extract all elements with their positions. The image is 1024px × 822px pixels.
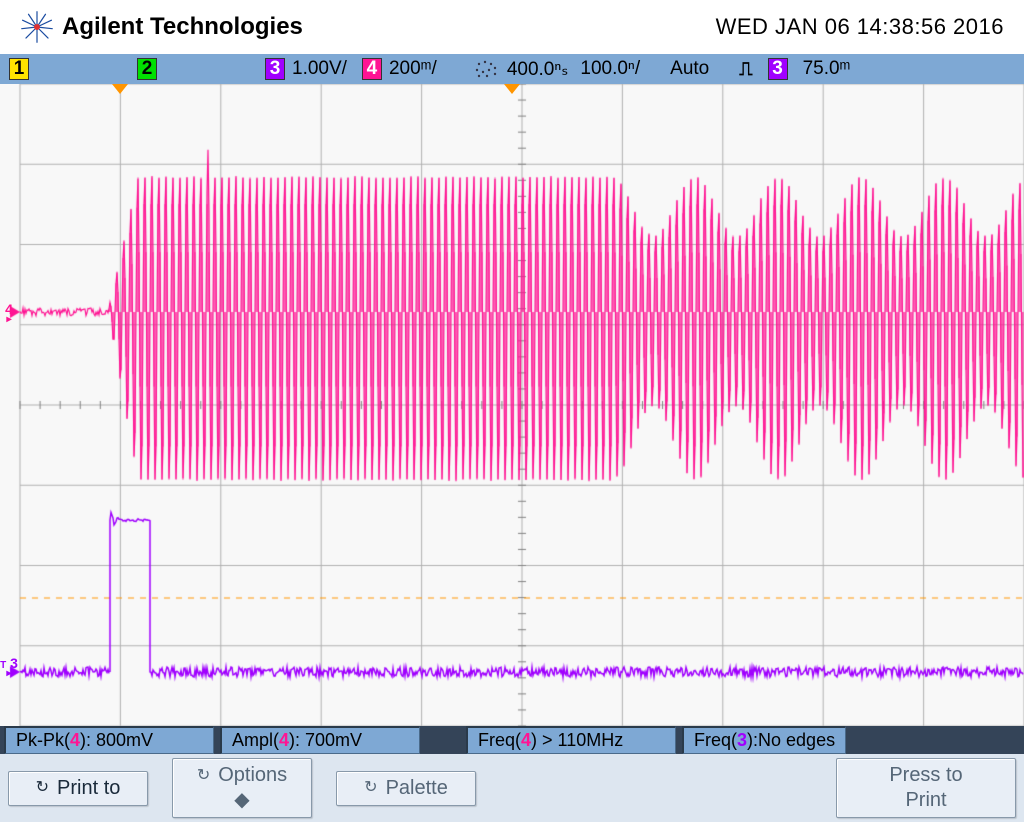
time-delay-segment[interactable]: 400.0ⁿₛ xyxy=(501,54,575,84)
cycle-icon: ↻ xyxy=(36,778,49,798)
ch1-badge: 1 xyxy=(9,58,29,80)
softkey-line1: Print to xyxy=(57,776,120,801)
softkey-line1: Palette xyxy=(386,776,448,801)
softkey-press-print[interactable]: Press toPrint xyxy=(836,758,1016,818)
waveform-display[interactable]: 4▸ T 3▸ xyxy=(0,84,1024,726)
softkey-palette[interactable]: ↻ Palette xyxy=(336,771,476,806)
trigger-mode-segment[interactable]: Auto xyxy=(664,54,715,84)
softkey-print-to[interactable]: ↻ Print to xyxy=(8,771,148,806)
brand-logo: Agilent Technologies xyxy=(20,10,303,44)
softkey-line2: Print xyxy=(905,788,946,813)
softkey-line2: ◆ xyxy=(234,788,249,813)
timebase-icon xyxy=(473,58,501,80)
cycle-icon: ↻ xyxy=(364,778,377,798)
time-delay: 400.0ⁿₛ xyxy=(507,58,569,81)
brand-name: Agilent Technologies xyxy=(62,13,303,41)
softkey-options[interactable]: ↻ Options◆ xyxy=(172,758,312,818)
ch3-ground-marker: T 3▸ xyxy=(0,655,18,677)
ch3-scale: 1.00V/ xyxy=(292,58,347,80)
measurement-cell[interactable]: Freq(4) > 110MHz xyxy=(466,726,676,754)
measurement-cell[interactable]: Freq(3):No edges xyxy=(682,726,846,754)
rising-edge-icon: ⎍ xyxy=(739,58,752,80)
ch4-ground-marker: 4▸ xyxy=(0,301,18,323)
time-div-segment[interactable]: 100.0ⁿ/ xyxy=(574,54,646,84)
ch3-segment[interactable]: 3 1.00V/ xyxy=(256,54,353,84)
timestamp: WED JAN 06 14:38:56 2016 xyxy=(716,14,1004,40)
trigger-source-segment[interactable]: 3 xyxy=(759,54,797,84)
ch4-badge: 4 xyxy=(362,58,382,80)
delay-reference-marker xyxy=(112,84,128,94)
ch1-segment[interactable]: 1 xyxy=(0,54,38,84)
header: Agilent Technologies WED JAN 06 14:38:56… xyxy=(0,0,1024,54)
trigger-level: 75.0ᵐ xyxy=(803,58,851,80)
agilent-burst-icon xyxy=(20,10,54,44)
ch2-segment[interactable]: 2 xyxy=(128,54,166,84)
time-div: 100.0ⁿ/ xyxy=(580,58,640,80)
trigger-source-badge: 3 xyxy=(768,58,788,80)
trigger-edge-segment[interactable]: ⎍ xyxy=(733,54,758,84)
trigger-mode: Auto xyxy=(670,58,709,80)
measurement-cell[interactable]: Ampl(4): 700mV xyxy=(220,726,420,754)
softkey-line1: Press to xyxy=(889,763,962,788)
measurements-bar: Pk-Pk(4): 800mVAmpl(4): 700mV Freq(4) > 1… xyxy=(0,726,1024,754)
ch3-badge: 3 xyxy=(265,58,285,80)
channel-settings-bar: 1 2 3 1.00V/ 4 200ᵐ/ 400.0ⁿₛ 100.0ⁿ/ Aut… xyxy=(0,54,1024,84)
cycle-icon: ↻ xyxy=(197,766,210,786)
ch4-segment[interactable]: 4 200ᵐ/ xyxy=(353,54,443,84)
ch4-scale: 200ᵐ/ xyxy=(389,58,437,80)
ch2-badge: 2 xyxy=(137,58,157,80)
softkey-bar: ↻ Print to ↻ Options◆ ↻ Palette Press toPrint xyxy=(0,754,1024,822)
trigger-position-marker xyxy=(504,84,520,94)
softkey-line1: Options xyxy=(218,763,287,788)
waveform-canvas xyxy=(0,84,1024,726)
trigger-level-segment[interactable]: 75.0ᵐ xyxy=(797,54,857,84)
measurement-cell[interactable]: Pk-Pk(4): 800mV xyxy=(4,726,214,754)
